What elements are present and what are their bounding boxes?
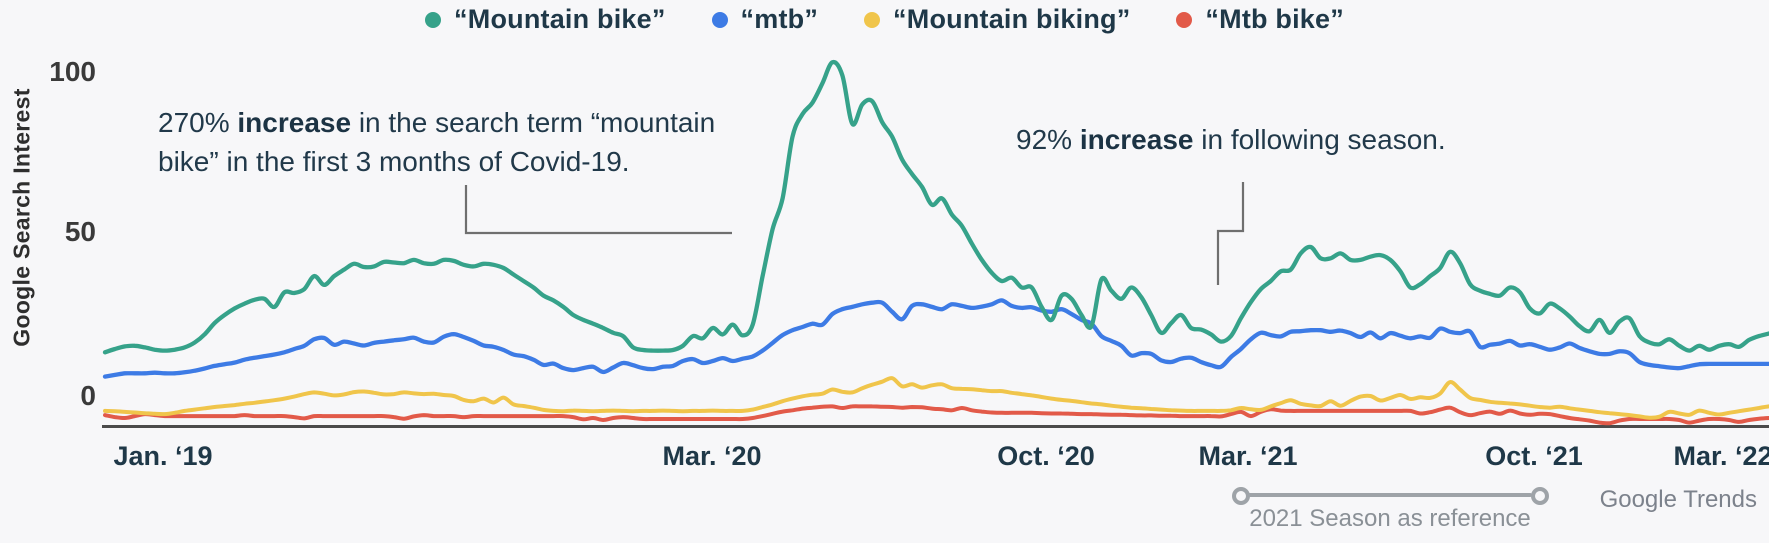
- source-credit: Google Trends: [1599, 486, 1757, 513]
- y-tick-50: 50: [64, 216, 96, 247]
- legend-item-mtb-bike: “Mtb bike”: [1176, 4, 1344, 35]
- annotation-season-increase: 92% increase in following season.: [1016, 120, 1446, 159]
- legend-dot-mtb: [711, 11, 728, 28]
- x-tick-oct-21: Oct. ‘21: [1485, 441, 1583, 471]
- x-tick-oct-20: Oct. ‘20: [997, 441, 1095, 471]
- annotation-season-rest: in following season.: [1193, 124, 1446, 155]
- reference-range-label: 2021 Season as reference: [1249, 505, 1531, 532]
- series-line-mountain-bike: [102, 59, 1769, 355]
- legend-dot-mountain-bike: [425, 11, 442, 28]
- x-tick-jan-19: Jan. ‘19: [113, 441, 213, 471]
- legend-dot-mountain-biking: [864, 11, 881, 28]
- annotation-covid-bold: increase: [237, 107, 352, 138]
- reference-range-track[interactable]: [1248, 493, 1532, 497]
- annotation-covid-increase: 270% increase in the search term “mounta…: [158, 103, 733, 181]
- series-line-mountain-biking: [103, 376, 1769, 420]
- legend-label-mountain-biking: “Mountain biking”: [893, 4, 1131, 34]
- reference-range-handle-end[interactable]: [1531, 487, 1549, 505]
- legend-label-mtb: “mtb”: [740, 4, 819, 34]
- series-line-mtb: [102, 298, 1769, 379]
- legend-item-mountain-bike: “Mountain bike”: [425, 4, 666, 35]
- legend-label-mtb-bike: “Mtb bike”: [1205, 4, 1344, 34]
- legend-item-mountain-biking: “Mountain biking”: [864, 4, 1130, 35]
- series-line-mtb-bike: [103, 404, 1769, 426]
- legend-dot-mtb-bike: [1176, 11, 1193, 28]
- annotation-season-prefix: 92%: [1016, 124, 1080, 155]
- annotation-covid-rest: in the search term “mountain bike” in th…: [158, 107, 716, 177]
- annotation-connector-covid: [464, 185, 732, 235]
- annotation-season-bold: increase: [1079, 124, 1194, 155]
- annotation-covid-prefix: 270%: [158, 107, 238, 138]
- x-tick-mar-20: Mar. ‘20: [662, 441, 762, 471]
- x-tick-mar-22: Mar. ‘22: [1673, 441, 1769, 471]
- y-tick-100: 100: [49, 56, 96, 87]
- y-tick-0: 0: [80, 380, 96, 411]
- legend: “Mountain bike” “mtb” “Mountain biking” …: [0, 4, 1769, 35]
- x-tick-mar-21: Mar. ‘21: [1198, 441, 1298, 471]
- annotation-connector-season: [1216, 182, 1245, 285]
- legend-label-mountain-bike: “Mountain bike”: [454, 4, 666, 34]
- reference-range-handle-start[interactable]: [1232, 487, 1250, 505]
- legend-item-mtb: “mtb”: [711, 4, 819, 35]
